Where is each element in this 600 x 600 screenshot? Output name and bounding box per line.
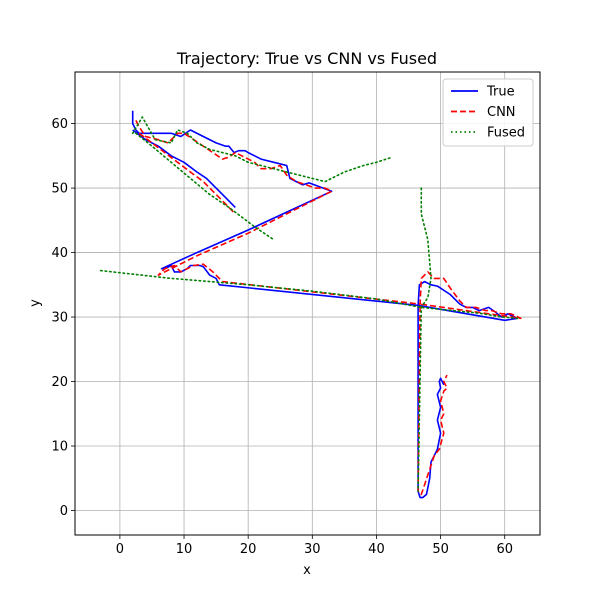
x-tick-label: 30 — [304, 542, 321, 557]
series-line-fused — [131, 116, 394, 183]
series-line-fused — [417, 187, 432, 493]
series-line-fused — [99, 269, 519, 320]
legend: True CNN Fused — [442, 78, 534, 147]
x-tick-label: 20 — [240, 542, 257, 557]
y-tick-label: 50 — [51, 182, 68, 197]
legend-label-fused: Fused — [487, 126, 525, 141]
y-tick-label: 60 — [51, 117, 68, 132]
x-tick-label: 0 — [116, 542, 124, 557]
legend-label-cnn: CNN — [487, 105, 516, 120]
x-tick-label: 10 — [176, 542, 193, 557]
y-tick-label: 40 — [51, 246, 68, 261]
series-line-true — [131, 110, 519, 499]
series-line-cnn — [138, 132, 236, 215]
y-tick-label: 10 — [51, 440, 68, 455]
y-tick-label: 30 — [51, 311, 68, 326]
axis-ticks: 0 10 20 30 40 50 60 0 10 20 30 40 50 60 — [51, 117, 513, 557]
legend-box — [442, 78, 534, 147]
series-line-cnn — [135, 120, 522, 496]
y-tick-label: 0 — [60, 504, 68, 519]
legend-label-true: True — [486, 85, 515, 100]
series-line-fused — [135, 132, 275, 241]
series-lines — [99, 110, 522, 499]
series-line-true — [132, 129, 236, 208]
plot-frame — [74, 71, 541, 536]
x-tick-label: 40 — [368, 542, 385, 557]
x-tick-label: 50 — [432, 542, 449, 557]
y-tick-label: 20 — [51, 375, 68, 390]
x-axis-label: x — [303, 563, 311, 578]
x-tick-label: 60 — [496, 542, 513, 557]
grid-lines — [75, 72, 540, 535]
y-axis-label: y — [28, 299, 43, 307]
chart-title: Trajectory: True vs CNN vs Fused — [176, 49, 437, 68]
